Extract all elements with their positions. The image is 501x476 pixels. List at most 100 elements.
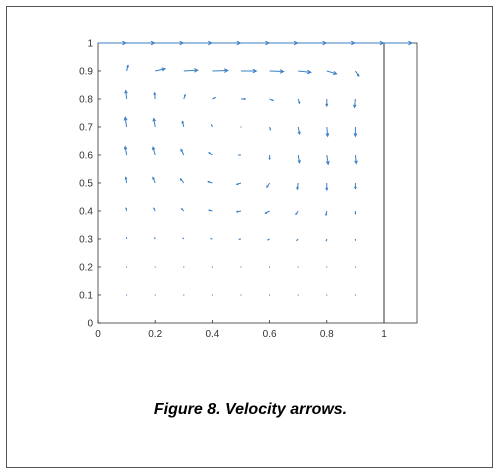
velocity-arrow bbox=[326, 294, 328, 296]
velocity-arrow bbox=[296, 238, 299, 242]
arrow-head bbox=[325, 133, 330, 138]
arrow-dot bbox=[211, 266, 213, 268]
y-tick-label: 0.6 bbox=[79, 151, 93, 162]
arrow-shaft bbox=[124, 146, 128, 156]
arrow-head bbox=[123, 145, 128, 150]
velocity-arrow bbox=[354, 154, 358, 165]
arrow-head bbox=[207, 209, 211, 212]
y-tick-label: 0.1 bbox=[79, 291, 93, 302]
arrow-head bbox=[325, 187, 329, 192]
arrow-head bbox=[183, 93, 186, 97]
velocity-arrow bbox=[212, 97, 217, 100]
velocity-arrow bbox=[355, 40, 385, 46]
arrow-shaft bbox=[354, 98, 356, 108]
arrow-head bbox=[325, 160, 330, 166]
arrow-head bbox=[153, 207, 155, 210]
arrow-dot bbox=[354, 294, 356, 296]
velocity-arrow bbox=[235, 182, 242, 186]
arrow-head bbox=[266, 239, 269, 241]
arrow-head bbox=[193, 68, 199, 73]
velocity-arrow bbox=[123, 116, 128, 128]
x-tick-label: 1 bbox=[381, 329, 387, 340]
arrow-dot bbox=[354, 266, 356, 268]
arrow-dot bbox=[183, 266, 185, 268]
arrow-head bbox=[296, 239, 298, 242]
velocity-arrow bbox=[155, 40, 185, 46]
arrow-head bbox=[179, 177, 183, 181]
arrow-head bbox=[208, 152, 211, 155]
velocity-arrow bbox=[154, 266, 156, 268]
arrow-head bbox=[223, 68, 229, 73]
arrow-head bbox=[152, 176, 155, 180]
arrow-head bbox=[208, 40, 213, 46]
velocity-arrow bbox=[154, 236, 156, 240]
velocity-arrow bbox=[296, 182, 300, 191]
velocity-arrow bbox=[297, 266, 299, 268]
arrow-dot bbox=[269, 294, 271, 296]
arrow-head bbox=[126, 64, 129, 68]
arrow-head bbox=[279, 69, 285, 74]
y-tick-label: 0.3 bbox=[79, 235, 93, 246]
arrow-head bbox=[354, 186, 357, 190]
x-tick-label: 0.6 bbox=[263, 329, 277, 340]
velocity-arrow bbox=[269, 98, 274, 101]
velocity-arrow bbox=[126, 64, 129, 72]
arrow-head bbox=[297, 160, 301, 164]
velocity-arrow bbox=[183, 294, 185, 296]
velocity-arrow bbox=[98, 40, 128, 46]
arrow-shaft bbox=[297, 154, 301, 163]
velocity-arrow bbox=[269, 266, 271, 268]
arrow-head bbox=[124, 176, 128, 180]
arrow-head bbox=[351, 40, 356, 46]
arrow-shaft bbox=[326, 126, 329, 137]
velocity-arrow bbox=[240, 126, 242, 128]
arrow-shaft bbox=[155, 68, 166, 72]
velocity-arrow bbox=[212, 40, 242, 46]
velocity-arrow bbox=[154, 294, 156, 296]
arrow-head bbox=[235, 182, 239, 186]
velocity-arrow bbox=[354, 183, 357, 190]
velocity-arrow bbox=[180, 148, 185, 156]
velocity-arrow bbox=[126, 40, 156, 46]
y-tick-label: 0.9 bbox=[79, 67, 93, 78]
arrow-dot bbox=[211, 294, 213, 296]
velocity-arrow bbox=[295, 210, 299, 216]
arrow-shaft bbox=[212, 69, 228, 72]
velocity-arrow bbox=[266, 182, 271, 189]
x-tick-label: 0.4 bbox=[205, 329, 219, 340]
arrow-head bbox=[322, 40, 328, 46]
figure-frame: 0 0.1 0.2 0.3 0.4 0.5 0.6 0.7 0.8 0.9 1 0 0.2 0.4 0.6 0… bbox=[6, 6, 493, 468]
arrow-head bbox=[235, 210, 239, 213]
arrow-shaft bbox=[124, 117, 128, 128]
arrow-shaft bbox=[269, 70, 284, 73]
velocity-arrow bbox=[240, 294, 242, 296]
arrow-head bbox=[265, 40, 271, 46]
velocity-arrow bbox=[153, 91, 157, 100]
arrow-head bbox=[269, 128, 272, 131]
velocity-arrow bbox=[240, 266, 242, 268]
velocity-arrow bbox=[325, 238, 328, 242]
arrow-head bbox=[207, 180, 210, 184]
arrow-head bbox=[268, 157, 271, 161]
velocity-arrow bbox=[210, 123, 213, 128]
arrow-head bbox=[325, 239, 328, 242]
arrow-dot bbox=[326, 266, 328, 268]
arrow-head bbox=[125, 207, 128, 210]
velocity-arrow bbox=[325, 154, 330, 166]
velocity-arrow bbox=[384, 40, 414, 46]
arrow-head bbox=[354, 212, 357, 215]
arrow-head bbox=[151, 146, 156, 151]
arrow-head bbox=[238, 238, 241, 240]
arrow-head bbox=[237, 154, 240, 156]
velocity-arrow bbox=[125, 207, 128, 212]
arrow-dot bbox=[269, 266, 271, 268]
velocity-arrow bbox=[326, 266, 328, 268]
arrow-head bbox=[295, 212, 298, 216]
velocity-arrow bbox=[124, 176, 128, 184]
velocity-arrow bbox=[211, 294, 213, 296]
tick-labels: 0 0.1 0.2 0.3 0.4 0.5 0.6 0.7 0.8 0.9 1 0 0.2 0.4 0.6 0… bbox=[79, 39, 387, 341]
arrow-head bbox=[296, 186, 300, 191]
arrow-head bbox=[293, 40, 299, 46]
y-tick-label: 0.8 bbox=[79, 95, 93, 106]
arrow-head bbox=[243, 97, 247, 101]
